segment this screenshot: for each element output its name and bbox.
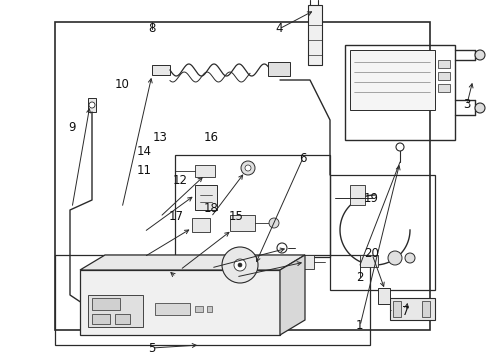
Bar	[329, 175, 434, 290]
Bar	[345, 45, 454, 140]
Bar	[437, 84, 449, 92]
Bar	[195, 306, 203, 312]
Bar	[152, 65, 170, 75]
Circle shape	[395, 143, 403, 151]
Bar	[437, 72, 449, 80]
Bar	[175, 155, 329, 257]
Text: 14: 14	[137, 145, 151, 158]
Text: 7: 7	[401, 305, 409, 318]
Circle shape	[244, 165, 250, 171]
Circle shape	[89, 102, 95, 108]
Bar	[195, 185, 217, 210]
Bar	[267, 62, 289, 76]
Circle shape	[474, 50, 484, 60]
Bar	[88, 98, 96, 112]
Text: 3: 3	[462, 98, 470, 111]
Text: 10: 10	[115, 78, 129, 91]
Bar	[192, 218, 209, 232]
Bar	[158, 258, 187, 278]
Circle shape	[222, 247, 258, 283]
Bar	[377, 288, 389, 304]
Text: 8: 8	[147, 22, 155, 35]
Bar	[142, 276, 155, 284]
Text: 19: 19	[364, 192, 378, 204]
Bar	[349, 50, 434, 110]
Bar	[349, 185, 364, 205]
Circle shape	[474, 103, 484, 113]
Bar	[229, 215, 254, 231]
Text: 17: 17	[168, 210, 183, 223]
Bar	[92, 298, 120, 310]
Text: 20: 20	[364, 247, 378, 260]
Text: 1: 1	[355, 319, 363, 332]
Circle shape	[404, 253, 414, 263]
Bar	[359, 255, 377, 267]
Circle shape	[387, 251, 401, 265]
Bar	[195, 165, 215, 177]
Bar	[302, 255, 313, 269]
Polygon shape	[280, 255, 305, 335]
Circle shape	[241, 161, 254, 175]
Circle shape	[234, 259, 245, 271]
Circle shape	[268, 218, 279, 228]
Bar	[392, 301, 400, 317]
Text: 13: 13	[153, 131, 167, 144]
Circle shape	[238, 263, 242, 267]
Bar	[55, 255, 369, 345]
Bar	[389, 298, 434, 320]
Bar	[421, 301, 429, 317]
Bar	[307, 5, 321, 65]
Bar	[80, 270, 280, 335]
Polygon shape	[80, 255, 305, 270]
Text: 12: 12	[172, 174, 187, 186]
Text: 4: 4	[274, 22, 282, 35]
Bar	[55, 22, 429, 330]
Text: 2: 2	[355, 271, 363, 284]
Text: 11: 11	[137, 164, 151, 177]
Text: 6: 6	[299, 152, 306, 165]
Text: 5: 5	[147, 342, 155, 355]
Bar	[206, 306, 212, 312]
Text: 18: 18	[203, 202, 218, 215]
Circle shape	[276, 243, 286, 253]
Bar	[115, 314, 130, 324]
Bar	[437, 60, 449, 68]
Bar	[92, 314, 110, 324]
Text: 15: 15	[228, 210, 243, 223]
Bar	[155, 303, 190, 315]
Text: 16: 16	[203, 131, 218, 144]
Text: 9: 9	[68, 121, 76, 134]
Bar	[88, 295, 142, 327]
